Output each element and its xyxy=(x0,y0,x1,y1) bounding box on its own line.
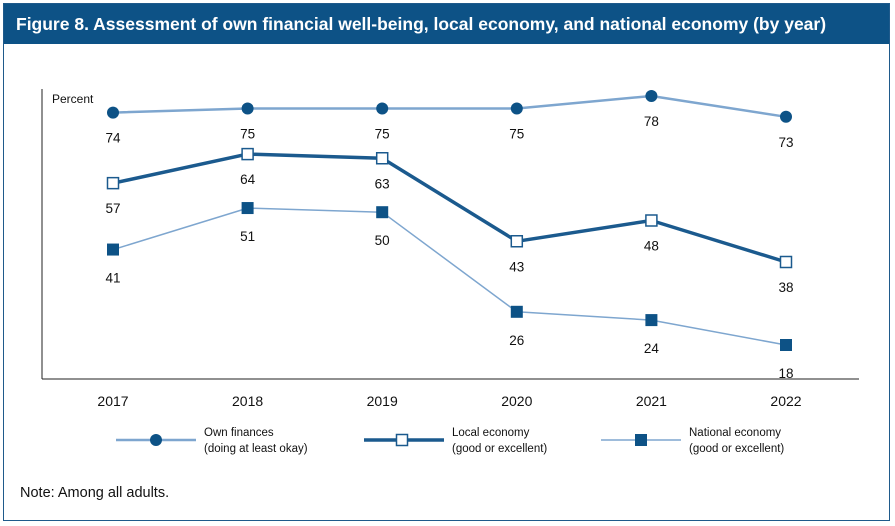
legend-item-own-finances: Own finances (doing at least okay) xyxy=(116,427,308,455)
national-economy-point xyxy=(241,202,254,215)
legend-item-local-economy: Local economy (good or excellent) xyxy=(364,427,547,455)
national-economy-point xyxy=(107,243,119,256)
local-economy-data-label: 43 xyxy=(509,259,524,274)
local-economy-data-label: 63 xyxy=(375,176,390,191)
local-economy-line xyxy=(112,152,787,264)
x-tick-label: 2020 xyxy=(501,393,532,409)
national-economy-data-label: 51 xyxy=(240,229,255,244)
local-economy-point xyxy=(779,255,793,269)
national-economy-data-label: 26 xyxy=(509,333,524,348)
legend-sublabel: (doing at least okay) xyxy=(204,443,308,455)
local-economy-data-label: 48 xyxy=(644,239,659,254)
national-economy-line xyxy=(112,207,787,346)
x-tick-label: 2018 xyxy=(232,393,263,409)
own-finances-data-label: 73 xyxy=(778,135,793,150)
x-tick-label: 2019 xyxy=(367,393,398,409)
own-finances-line xyxy=(112,94,787,119)
local-economy-point xyxy=(375,152,389,165)
local-economy-data-label: 38 xyxy=(778,280,793,295)
local-economy-point xyxy=(510,235,524,248)
local-economy-point xyxy=(645,214,658,227)
national-economy-data-label: 24 xyxy=(644,341,660,356)
national-economy-point xyxy=(510,305,523,318)
national-economy-series xyxy=(107,202,792,351)
own-finances-point xyxy=(645,90,658,102)
own-finances-data-label: 74 xyxy=(105,131,121,146)
legend-label: Own finances xyxy=(204,427,274,439)
figure-note: Note: Among all adults. xyxy=(20,485,170,501)
national-economy-point xyxy=(376,206,389,219)
own-finances-series xyxy=(107,90,792,123)
figure-frame: Figure 8. Assessment of own financial we… xyxy=(3,3,890,521)
legend-item-national-economy: National economy (good or excellent) xyxy=(601,427,784,455)
local-economy-data-label: 64 xyxy=(240,172,256,187)
legend-sublabel: (good or excellent) xyxy=(689,443,784,455)
own-finances-data-label: 75 xyxy=(509,126,524,141)
national-economy-point xyxy=(780,339,792,351)
own-finances-data-label: 75 xyxy=(240,126,255,141)
own-finances-point xyxy=(780,110,792,123)
national-economy-data-label: 18 xyxy=(778,366,793,381)
own-finances-data-label: 75 xyxy=(375,126,390,141)
own-finances-point xyxy=(376,102,389,115)
legend-sublabel: (good or excellent) xyxy=(452,443,547,455)
legend-swatch-marker xyxy=(395,433,409,447)
y-axis-label: Percent xyxy=(52,92,94,106)
legend-swatch-marker xyxy=(150,434,162,446)
line-chart: Percent 2017 2018 2019 2020 2021 2022 74 75 75 75… xyxy=(41,89,859,455)
legend-label: Local economy xyxy=(452,427,530,439)
national-economy-point xyxy=(645,314,658,327)
x-tick-label: 2021 xyxy=(636,393,667,409)
legend-swatch-marker xyxy=(635,434,647,446)
legend-label: National economy xyxy=(689,427,781,439)
national-economy-data-label: 50 xyxy=(375,233,390,248)
own-finances-point xyxy=(241,102,254,115)
local-economy-point xyxy=(241,147,254,161)
own-finances-data-label: 78 xyxy=(644,114,659,129)
figure-title: Figure 8. Assessment of own financial we… xyxy=(4,4,889,44)
local-economy-series xyxy=(106,147,793,269)
own-finances-point xyxy=(510,102,523,115)
local-economy-point xyxy=(106,176,120,190)
national-economy-data-label: 41 xyxy=(105,271,120,286)
x-tick-label: 2017 xyxy=(97,393,128,409)
local-economy-data-label: 57 xyxy=(105,201,120,216)
x-tick-label: 2022 xyxy=(770,393,801,409)
own-finances-point xyxy=(107,106,119,119)
